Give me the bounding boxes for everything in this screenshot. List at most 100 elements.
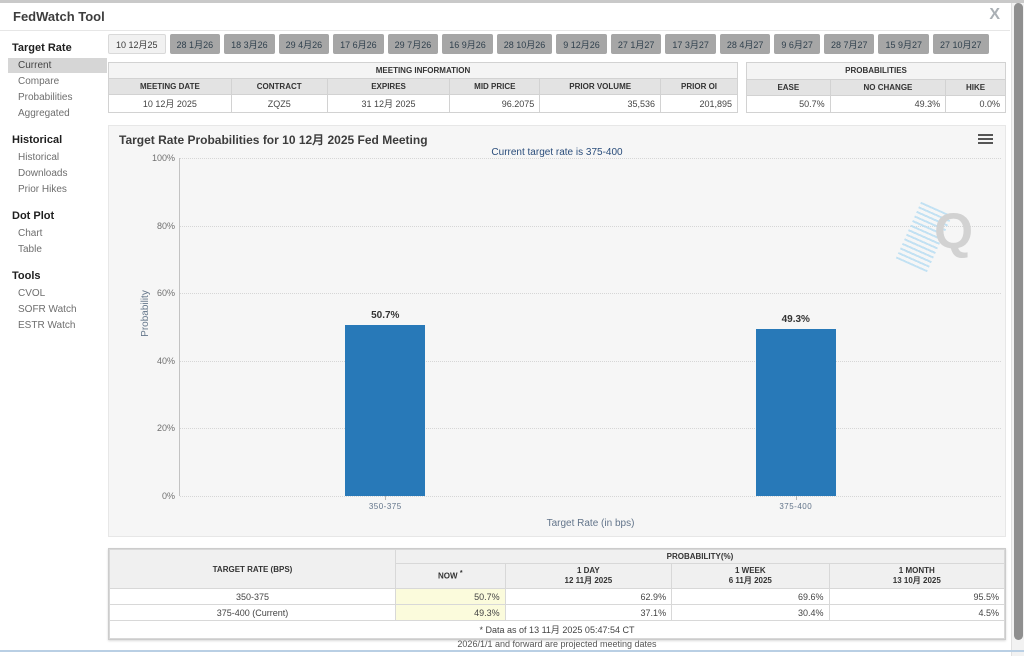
expires-value: 31 12月 2025 [326, 94, 451, 113]
sidebar-item-downloads[interactable]: Downloads [18, 168, 68, 179]
header-divider [0, 30, 1010, 31]
prior-volume-value: 35,536 [539, 94, 662, 113]
chart-title: Target Rate Probabilities for 10 12月 202… [119, 133, 428, 147]
sidebar-item-prior-hikes[interactable]: Prior Hikes [18, 184, 67, 195]
tab-meeting-date[interactable]: 17 3月27 [665, 34, 716, 54]
x-tick [795, 496, 797, 500]
week-value: 69.6% [671, 588, 830, 605]
sidebar-section-historical: Historical [12, 134, 63, 146]
x-tick [385, 496, 387, 500]
probabilities-row: 50.7% 49.3% 0.0% [746, 95, 1006, 113]
meeting-date-tabs: 10 12月25 28 1月26 18 3月26 29 4月26 17 6月26… [108, 34, 1006, 54]
x-axis-title: Target Rate (in bps) [546, 518, 635, 529]
col-header-expires: EXPIRES [326, 78, 451, 95]
data-as-of-footnote-row: * Data as of 13 11月 2025 05:47:54 CT [109, 620, 1005, 639]
tab-meeting-date[interactable]: 16 9月26 [442, 34, 493, 54]
sidebar-item-probabilities[interactable]: Probabilities [18, 92, 73, 103]
y-tick-label: 0% [161, 491, 175, 501]
plot-area: 100% 80% 60% 40% 20% 0% Probability Q 50… [140, 153, 1001, 529]
quikstrike-watermark: Q [895, 198, 973, 273]
col-header-now: NOW * [394, 563, 506, 589]
watermark-q-logo: Q [934, 203, 973, 259]
sidebar-item-compare[interactable]: Compare [18, 76, 60, 87]
tab-meeting-date[interactable]: 10 12月25 [108, 34, 166, 54]
gridline [180, 360, 1001, 362]
tab-meeting-date[interactable]: 9 12月26 [556, 34, 607, 54]
sidebar-item-chart[interactable]: Chart [18, 228, 43, 239]
x-category-label: 350-375 [368, 502, 402, 511]
col-header-hike: HIKE [945, 78, 1006, 97]
bottom-accent-line [0, 650, 1024, 652]
probability-chart: Target Rate Probabilities for 10 12月 202… [108, 125, 1006, 537]
gridline [180, 158, 1001, 159]
tab-meeting-date[interactable]: 29 4月26 [278, 34, 330, 54]
prior-oi-value: 201,895 [660, 94, 738, 113]
main-content: 10 12月25 28 1月26 18 3月26 29 4月26 17 6月26… [108, 34, 1006, 649]
tab-meeting-date[interactable]: 28 10月26 [496, 34, 553, 54]
no-change-value: 49.3% [829, 95, 947, 113]
bar-375-400[interactable] [755, 329, 836, 496]
scrollbar-thumb[interactable] [1014, 3, 1023, 640]
col-header-1-month: 1 MONTH 13 10月 2025 [828, 563, 1006, 589]
close-icon[interactable]: X [989, 6, 1000, 23]
tab-meeting-date[interactable]: 15 9月27 [878, 34, 929, 54]
chart-menu-icon[interactable] [978, 134, 993, 146]
y-tick-label: 60% [156, 288, 175, 299]
tab-meeting-date[interactable]: 28 4月27 [719, 34, 771, 54]
y-tick-label: 20% [156, 423, 175, 434]
data-as-of-footnote: * Data as of 13 11月 2025 05:47:54 CT [109, 620, 1005, 639]
table-row: 375-400 (Current) 49.3% 37.1% 30.4% 4.5% [109, 604, 1006, 621]
x-category-label: 375-400 [779, 502, 813, 511]
sidebar-section-tools: Tools [12, 270, 41, 282]
tab-meeting-date[interactable]: 27 1月27 [610, 34, 662, 54]
probability-history-table: TARGET RATE (BPS) PROBABILITY(%) NOW * 1… [108, 548, 1006, 640]
week-value: 30.4% [671, 604, 830, 621]
sidebar-item-aggregated[interactable]: Aggregated [18, 108, 70, 119]
col-header-meeting-date: MEETING DATE [108, 78, 232, 95]
col-header-1-week: 1 WEEK 6 11月 2025 [671, 563, 830, 589]
tab-meeting-date[interactable]: 17 6月26 [333, 34, 384, 54]
contract-value: ZQZ5 [230, 94, 328, 113]
now-value: 49.3% [394, 604, 506, 621]
sidebar-item-sofr-watch[interactable]: SOFR Watch [18, 304, 77, 315]
y-tick-label: 80% [156, 220, 175, 231]
tab-meeting-date[interactable]: 28 1月26 [169, 34, 221, 54]
meeting-info-group-header: MEETING INFORMATION [108, 62, 738, 79]
row-header-target-rate: TARGET RATE (BPS) [109, 549, 396, 589]
sidebar-item-cvol[interactable]: CVOL [18, 288, 46, 299]
probabilities-table: PROBABILITIES EASE NO CHANGE HIKE 50.7% … [746, 62, 1006, 113]
day-value: 37.1% [504, 604, 673, 621]
page-title: FedWatch Tool [13, 9, 105, 24]
tab-meeting-date[interactable]: 27 10月27 [933, 34, 989, 54]
month-value: 95.5% [828, 588, 1006, 605]
day-value: 62.9% [504, 588, 673, 605]
tab-meeting-date[interactable]: 9 6月27 [774, 34, 820, 54]
scrollbar-track [1011, 3, 1024, 656]
col-header-1-day: 1 DAY 12 11月 2025 [504, 563, 673, 589]
sidebar-item-current[interactable]: Current [8, 58, 107, 73]
sidebar-section-dot-plot: Dot Plot [12, 210, 55, 222]
col-header-ease: EASE [746, 78, 831, 97]
y-tick-label: 40% [156, 355, 175, 366]
col-header-no-change: NO CHANGE [829, 78, 947, 97]
month-value: 4.5% [828, 604, 1006, 621]
col-header-contract: CONTRACT [230, 78, 328, 95]
target-rate-label: 350-375 [109, 588, 396, 605]
ease-value: 50.7% [746, 95, 831, 113]
tab-meeting-date[interactable]: 18 3月26 [224, 34, 275, 54]
target-rate-label: 375-400 (Current) [109, 604, 396, 621]
y-axis-title: Probability [139, 290, 151, 337]
col-header-prior-oi: PRIOR OI [660, 78, 738, 95]
sidebar-item-estr-watch[interactable]: ESTR Watch [18, 320, 76, 331]
bar-value-label: 50.7% [371, 309, 400, 321]
gridline [180, 496, 1001, 497]
chart-subtitle: Current target rate is 375-400 [491, 147, 623, 158]
sidebar-item-table[interactable]: Table [18, 244, 42, 255]
sidebar-item-historical[interactable]: Historical [18, 152, 60, 163]
tab-meeting-date[interactable]: 29 7月26 [387, 34, 439, 54]
tab-meeting-date[interactable]: 28 7月27 [823, 34, 875, 54]
bar-350-375[interactable] [345, 324, 426, 496]
col-header-prior-volume: PRIOR VOLUME [539, 78, 662, 95]
top-border-strip [0, 0, 1024, 3]
probability-group-header: PROBABILITY(%) [394, 549, 1006, 564]
